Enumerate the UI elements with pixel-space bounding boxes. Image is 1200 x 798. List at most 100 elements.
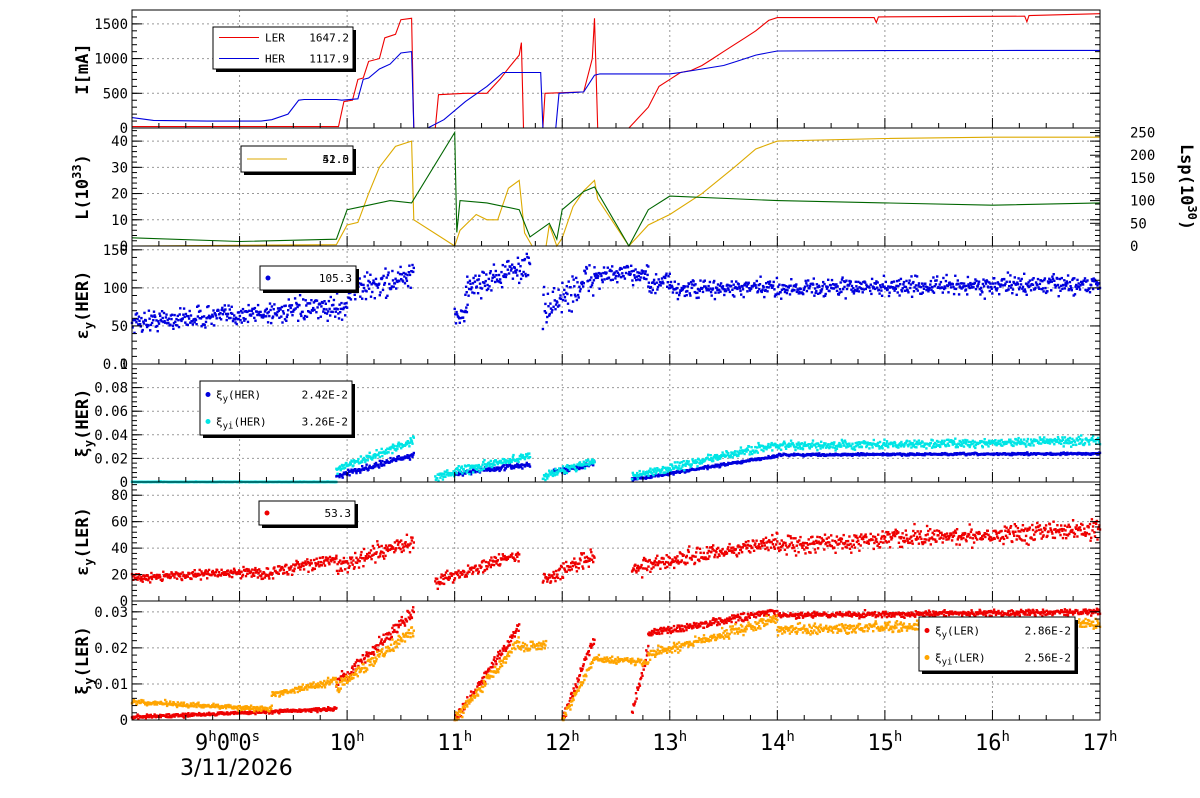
data-point bbox=[150, 321, 154, 325]
data-point bbox=[354, 298, 357, 301]
data-point bbox=[755, 450, 758, 453]
data-point bbox=[674, 287, 678, 290]
data-point bbox=[142, 577, 146, 580]
panel-frame bbox=[131, 245, 1101, 365]
data-point bbox=[509, 459, 512, 462]
data-point bbox=[176, 324, 179, 327]
data-point bbox=[656, 288, 659, 291]
data-point bbox=[567, 280, 570, 283]
data-point bbox=[696, 291, 699, 294]
data-point bbox=[957, 442, 961, 446]
data-point bbox=[264, 574, 268, 577]
data-point bbox=[294, 307, 297, 310]
data-point bbox=[498, 280, 501, 284]
data-point bbox=[715, 455, 718, 459]
data-point bbox=[481, 463, 484, 466]
data-point bbox=[768, 280, 772, 283]
data-point bbox=[526, 463, 529, 466]
data-point bbox=[499, 466, 502, 469]
data-point bbox=[778, 283, 781, 286]
data-point bbox=[196, 305, 199, 308]
data-point bbox=[147, 309, 151, 312]
data-point bbox=[157, 320, 160, 323]
data-point bbox=[778, 446, 781, 450]
data-point bbox=[718, 465, 722, 468]
data-point bbox=[162, 311, 166, 315]
data-point bbox=[1006, 271, 1010, 274]
data-point bbox=[336, 472, 339, 475]
data-point bbox=[949, 286, 953, 289]
data-point bbox=[757, 457, 761, 460]
data-point bbox=[568, 309, 571, 312]
data-point bbox=[549, 307, 553, 310]
data-point bbox=[152, 310, 156, 313]
data-point bbox=[722, 462, 726, 465]
data-point bbox=[475, 468, 479, 471]
data-point bbox=[581, 280, 584, 284]
data-point bbox=[952, 292, 956, 296]
data-point bbox=[196, 315, 200, 318]
data-point bbox=[989, 441, 993, 444]
data-point bbox=[782, 441, 785, 445]
data-point bbox=[551, 469, 554, 472]
data-point bbox=[170, 572, 174, 575]
data-point bbox=[715, 453, 719, 457]
panel-2: 010203040050100150200250Lsp(1030)L(1033)… bbox=[70, 126, 1199, 255]
data-point bbox=[766, 290, 769, 293]
data-point bbox=[808, 287, 811, 290]
data-point bbox=[470, 464, 474, 467]
data-point bbox=[765, 286, 768, 289]
data-point bbox=[135, 576, 139, 579]
data-point bbox=[170, 317, 173, 321]
data-point bbox=[967, 285, 971, 288]
data-point bbox=[1096, 287, 1100, 290]
data-point bbox=[999, 283, 1003, 286]
data-point bbox=[466, 281, 470, 284]
data-point bbox=[823, 294, 827, 297]
data-point bbox=[456, 467, 459, 470]
data-point bbox=[459, 316, 462, 320]
data-point bbox=[999, 285, 1002, 288]
data-point bbox=[998, 283, 1001, 286]
data-point bbox=[509, 269, 513, 272]
data-point bbox=[947, 291, 950, 294]
data-point bbox=[666, 470, 670, 473]
data-point bbox=[632, 269, 635, 273]
data-point bbox=[800, 442, 803, 445]
data-point bbox=[1032, 444, 1035, 447]
data-point bbox=[564, 471, 567, 474]
data-point bbox=[942, 276, 945, 280]
data-point bbox=[238, 311, 241, 314]
data-point bbox=[512, 466, 516, 470]
data-point bbox=[980, 439, 983, 443]
data-point bbox=[848, 442, 851, 445]
data-point bbox=[644, 270, 647, 273]
data-point bbox=[501, 457, 504, 461]
data-point bbox=[450, 574, 453, 577]
data-point bbox=[191, 323, 194, 326]
data-point bbox=[396, 457, 400, 461]
data-point bbox=[651, 281, 654, 284]
data-point bbox=[544, 311, 548, 314]
data-point bbox=[561, 298, 565, 302]
data-point bbox=[477, 278, 480, 281]
data-point bbox=[396, 539, 399, 542]
data-point bbox=[746, 283, 750, 286]
data-point bbox=[875, 286, 879, 289]
data-point bbox=[971, 285, 974, 289]
data-point bbox=[368, 464, 371, 467]
data-point bbox=[471, 466, 474, 469]
data-point bbox=[829, 283, 832, 287]
data-point bbox=[908, 453, 911, 456]
data-point bbox=[368, 551, 371, 555]
data-point bbox=[857, 441, 860, 444]
data-point bbox=[1014, 283, 1018, 286]
data-point bbox=[489, 462, 492, 466]
data-point bbox=[446, 471, 450, 475]
data-point bbox=[552, 305, 555, 308]
data-point bbox=[285, 315, 289, 319]
data-point bbox=[215, 317, 218, 320]
data-point bbox=[186, 575, 189, 578]
data-point bbox=[647, 281, 651, 284]
data-point bbox=[173, 576, 176, 579]
